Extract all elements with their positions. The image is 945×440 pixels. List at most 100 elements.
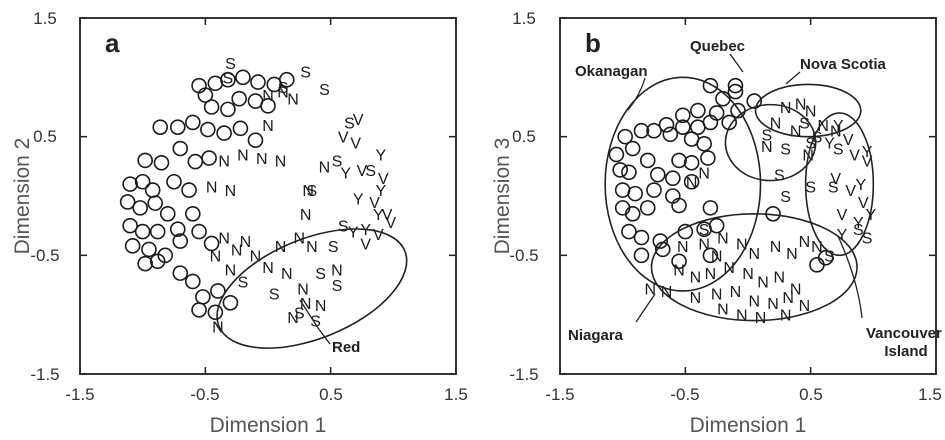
panel-b-regions [604, 76, 875, 322]
data-point-n: N [262, 88, 274, 105]
data-point-o [207, 304, 224, 321]
data-point-o [147, 195, 163, 211]
data-point-v: V [338, 130, 349, 147]
data-point-n: N [799, 298, 811, 315]
panel-a-xtick-label: -1.5 [65, 385, 94, 404]
panel-a-red-leader-line [299, 299, 331, 345]
data-point-n: N [300, 296, 312, 313]
data-point-o [621, 164, 637, 181]
data-point-n: N [717, 231, 729, 248]
data-point-n: N [212, 320, 224, 337]
data-point-o [624, 206, 641, 222]
panel-a-ticks [79, 17, 457, 375]
data-point-o [232, 120, 249, 137]
data-point-n: N [287, 92, 299, 109]
data-point-n: N [644, 282, 656, 299]
data-point-n: N [315, 298, 327, 315]
data-point-o [715, 90, 731, 107]
data-point-n: N [275, 153, 287, 170]
panel-a-y-axis-title: Dimension 2 [11, 138, 34, 255]
data-point-o [124, 238, 141, 254]
panel-a-regions [216, 228, 408, 349]
data-point-o [185, 206, 201, 222]
data-point-n: N [736, 308, 748, 325]
data-point-n: N [736, 236, 748, 253]
data-point-o [210, 283, 226, 299]
data-point-v: V [845, 183, 856, 200]
data-point-o [172, 265, 189, 281]
data-point-o [203, 235, 220, 252]
region-ellipse-quebec [724, 103, 817, 182]
data-point-o [809, 257, 825, 273]
data-point-o [671, 152, 687, 169]
data-point-n: N [218, 231, 230, 248]
panel-b-niagara-leader-line [635, 293, 656, 323]
data-point-n: N [780, 308, 792, 325]
data-point-o [746, 93, 763, 109]
data-point-y: Y [862, 144, 873, 161]
panel-a-ytick-label: 0.5 [33, 127, 57, 146]
data-point-o [137, 255, 153, 272]
region-label-niagara: Niagara [568, 327, 624, 344]
data-point-n: N [811, 239, 823, 256]
panel-b-quebec-leader-line [729, 53, 744, 73]
data-point-v: V [350, 136, 361, 153]
data-point-o [690, 102, 706, 119]
data-point-o [149, 223, 166, 240]
data-point-n: N [210, 248, 222, 265]
data-point-o [185, 114, 201, 131]
data-point-s: S [833, 142, 844, 159]
data-point-o [639, 152, 656, 169]
panel-b-xtick-label: -0.5 [670, 385, 699, 404]
data-point-o [231, 90, 247, 107]
data-point-o [671, 197, 687, 214]
data-point-o [671, 253, 687, 270]
data-point-s: S [699, 222, 710, 239]
data-point-s: S [294, 305, 305, 322]
data-point-s: S [332, 278, 343, 295]
data-point-n: N [795, 96, 807, 113]
data-point-s: S [269, 286, 280, 303]
data-point-s: S [319, 82, 330, 99]
data-point-o [159, 206, 176, 222]
data-point-o [144, 182, 161, 198]
panel-a-plot-frame [79, 17, 457, 375]
data-point-v: V [382, 207, 393, 224]
region-label-quebec: Quebec [690, 38, 745, 55]
panel-b-xtick-label: 0.5 [799, 385, 823, 404]
data-point-o [247, 132, 264, 149]
data-point-n: N [287, 310, 299, 327]
data-point-o [203, 99, 220, 115]
panel-b-vancouver-island-leader-line [837, 235, 863, 319]
data-point-o [169, 221, 186, 238]
data-point-s: S [805, 180, 816, 197]
data-point-s: S [862, 231, 873, 248]
data-point-s: S [225, 56, 236, 73]
data-point-n: N [770, 239, 782, 256]
data-point-n: N [281, 266, 293, 283]
data-point-n: N [717, 302, 729, 319]
data-point-o [621, 223, 637, 240]
data-point-n: N [761, 139, 773, 156]
data-point-n: N [225, 183, 237, 200]
data-point-n: N [711, 286, 723, 303]
data-point-y: Y [837, 227, 848, 244]
data-point-n: N [799, 234, 811, 251]
data-point-n: N [767, 296, 779, 313]
region-ellipse-nova-scotia [754, 83, 862, 138]
data-point-o [220, 101, 236, 118]
data-point-o [181, 182, 197, 198]
panel-b-xtick-label: 1.5 [918, 385, 942, 404]
data-point-s: S [780, 189, 791, 206]
data-point-o [141, 241, 157, 258]
data-point-s: S [307, 183, 318, 200]
data-point-y: Y [375, 183, 386, 200]
data-point-o [169, 119, 186, 135]
data-point-n: N [231, 242, 243, 259]
region-label-vancouver-word: Vancouver [866, 325, 942, 342]
data-point-o [675, 107, 691, 124]
data-point-o [149, 253, 166, 270]
data-point-o [216, 125, 232, 141]
data-point-n: N [790, 282, 802, 299]
